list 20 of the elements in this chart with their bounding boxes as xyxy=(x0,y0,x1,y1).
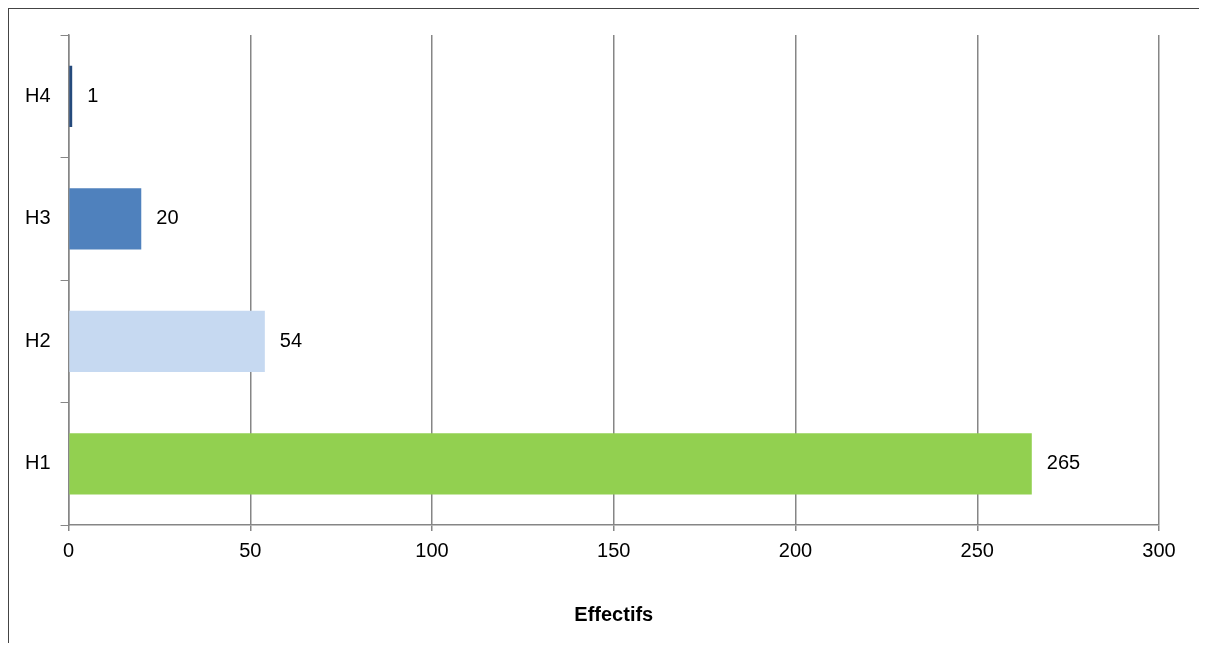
x-tick-label: 0 xyxy=(63,538,75,561)
x-tick-label: 100 xyxy=(415,538,449,561)
y-tick-label: H3 xyxy=(24,206,51,229)
data-label: 265 xyxy=(1046,451,1081,474)
data-label: 1 xyxy=(87,83,99,106)
data-label: 20 xyxy=(156,206,179,229)
x-tick-label: 300 xyxy=(1142,538,1176,561)
y-tick-label: H4 xyxy=(24,83,51,106)
y-tick-label: H1 xyxy=(24,451,51,474)
x-tick-label: 150 xyxy=(597,538,631,561)
data-label: 54 xyxy=(279,328,303,351)
bar xyxy=(69,188,142,250)
bar xyxy=(69,310,265,372)
y-tick-label: H2 xyxy=(24,328,51,351)
x-tick-label: 200 xyxy=(778,538,813,561)
bar xyxy=(69,433,1032,495)
bar xyxy=(69,65,73,127)
x-tick-label: 50 xyxy=(239,538,262,561)
x-tick-label: 250 xyxy=(960,538,994,561)
x-axis-title: Effectifs xyxy=(574,602,654,625)
